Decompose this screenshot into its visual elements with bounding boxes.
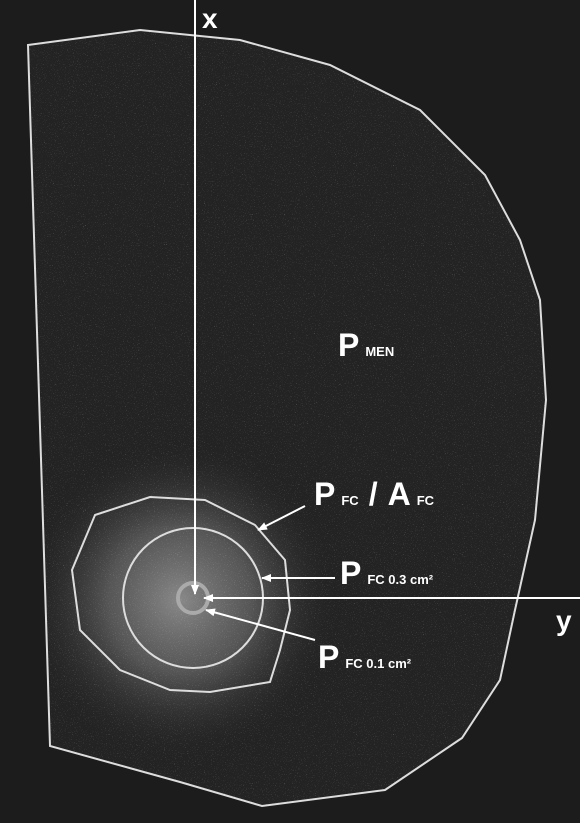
label-separator: / xyxy=(369,476,378,512)
label-main: P xyxy=(318,639,339,675)
label-sub: FC 0.3 cm² xyxy=(367,572,433,587)
label-main: A xyxy=(388,476,411,512)
label-main: P xyxy=(340,555,361,591)
x-label: x xyxy=(202,3,218,34)
label-main: P xyxy=(314,476,335,512)
label-sub: FC xyxy=(341,493,359,508)
label-sub: FC 0.1 cm² xyxy=(345,656,411,671)
diagram: x y P MEN P FC / A FC P FC 0.3 cm² P FC 0.1 cm² xyxy=(0,0,580,823)
y-label: y xyxy=(556,605,572,636)
label-sub: MEN xyxy=(365,344,394,359)
label-main: P xyxy=(338,327,359,363)
label-sub: FC xyxy=(417,493,435,508)
